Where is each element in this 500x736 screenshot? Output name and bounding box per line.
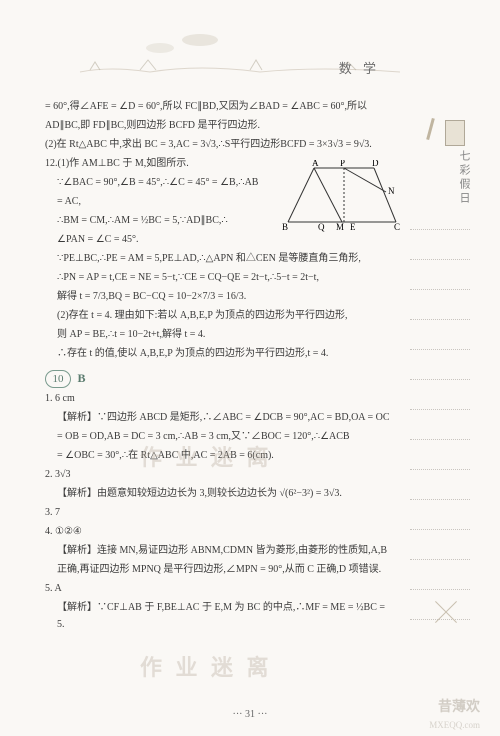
geometry-figure: A D N B Q M E C P — [278, 160, 403, 232]
text-line: 4. ①②④ — [45, 523, 395, 540]
svg-text:C: C — [394, 222, 400, 232]
text-line: ∵PE⊥BC,∴PE = AM = 5,PE⊥AD,∴△APN 和△CEN 是等… — [45, 250, 395, 267]
text-line: (2)存在 t = 4. 理由如下:若以 A,B,E,P 为顶点的四边形为平行四… — [45, 307, 395, 324]
main-content: = 60°,得∠AFE = ∠D = 60°,所以 FC∥BD,又因为∠BAD … — [45, 98, 395, 635]
cross-mark — [432, 598, 460, 626]
text-line: 1. 6 cm — [45, 390, 395, 407]
svg-text:A: A — [312, 160, 319, 168]
svg-text:B: B — [282, 222, 288, 232]
svg-text:P: P — [340, 160, 345, 168]
svg-text:M: M — [336, 222, 344, 232]
svg-text:N: N — [388, 186, 395, 196]
section-badge: 10 — [45, 370, 71, 388]
header-decoration — [0, 0, 500, 90]
text-line: 【解析】由题意知较短边边长为 3,则较长边边长为 √(6²−3²) = 3√3. — [45, 485, 395, 502]
svg-text:E: E — [350, 222, 356, 232]
header: 数 学 — [0, 0, 500, 90]
page-number: ··· 31 ··· — [0, 709, 500, 720]
text-line: 【解析】连接 MN,易证四边形 ABNM,CDMN 皆为菱形,由菱形的性质知,A… — [45, 542, 395, 559]
watermark: 作 业 迷 离 — [140, 440, 273, 472]
text-line: ∠PAN = ∠C = 45°. — [45, 231, 395, 248]
book-icon — [445, 120, 465, 146]
text-line: 3. 7 — [45, 504, 395, 521]
section-letter: B — [78, 371, 86, 385]
text-line: 【解析】∵四边形 ABCD 是矩形,∴∠ABC = ∠DCB = 90°,AC … — [45, 409, 395, 426]
svg-text:Q: Q — [318, 222, 325, 232]
text-line: 正确,再证四边形 MPNQ 是平行四边形,∠MPN = 90°,从而 C 正确,… — [45, 561, 395, 578]
svg-text:D: D — [372, 160, 379, 168]
text-line: = 60°,得∠AFE = ∠D = 60°,所以 FC∥BD,又因为∠BAD … — [45, 98, 395, 115]
sidebar-label: 七彩假日 — [456, 150, 472, 206]
text-line: 解得 t = 7/3,BQ = BC−CQ = 10−2×7/3 = 16/3. — [45, 288, 395, 305]
text-line: (2)在 Rt△ABC 中,求出 BC = 3,AC = 3√3,∴S平行四边形… — [45, 136, 395, 153]
watermark-url: MXEQQ.com — [429, 720, 480, 730]
margin-note-lines — [410, 200, 470, 620]
text-line: AD∥BC,即 FD∥BC,则四边形 BCFD 是平行四边形. — [45, 117, 395, 134]
text-line: ∴存在 t 的值,使以 A,B,E,P 为顶点的四边形为平行四边形,t = 4. — [45, 345, 395, 362]
watermark: 作 业 迷 离 — [140, 650, 273, 682]
subject-title: 数 学 — [339, 58, 380, 77]
text-line: 【解析】∵CF⊥AB 于 F,BE⊥AC 于 E,M 为 BC 的中点,∴MF … — [45, 599, 395, 633]
text-line: 5. A — [45, 580, 395, 597]
text-line: ∴PN = AP = t,CE = NE = 5−t,∵CE = CQ−QE =… — [45, 269, 395, 286]
text-line: 则 AP = BE,∴t = 10−2t+t,解得 t = 4. — [45, 326, 395, 343]
